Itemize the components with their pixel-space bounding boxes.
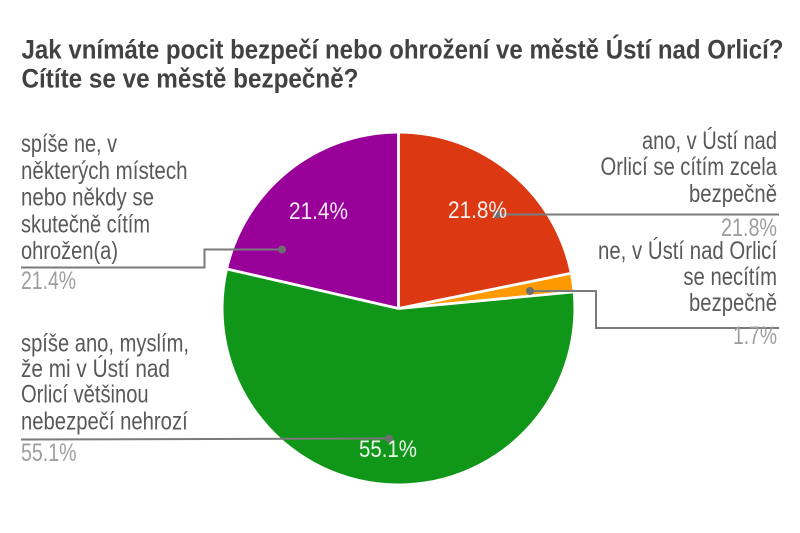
svg-text:skutečně cítím: skutečně cítím (21, 211, 150, 239)
svg-text:21.4%: 21.4% (289, 198, 348, 225)
svg-text:55.1%: 55.1% (359, 436, 417, 463)
svg-text:Orlicí se cítím zcela: Orlicí se cítím zcela (601, 153, 778, 181)
svg-text:Orlicí většinou: Orlicí většinou (21, 381, 149, 409)
svg-text:Cítíte se ve městě bezpečně?: Cítíte se ve městě bezpečně? (22, 64, 359, 94)
svg-text:nebo někdy se: nebo někdy se (21, 184, 154, 212)
svg-text:nebezpečí nehrozí: nebezpečí nehrozí (21, 408, 188, 436)
svg-text:21.8%: 21.8% (448, 197, 507, 224)
svg-text:se necítím: se necítím (683, 263, 777, 291)
svg-text:21.8%: 21.8% (721, 214, 777, 242)
svg-text:21.4%: 21.4% (21, 267, 76, 295)
svg-text:bezpečně: bezpečně (689, 180, 777, 208)
svg-text:spíše ne, v: spíše ne, v (21, 130, 117, 158)
svg-text:ne, v Ústí nad Orlicí: ne, v Ústí nad Orlicí (598, 236, 777, 265)
svg-text:spíše ano, myslím,: spíše ano, myslím, (21, 330, 189, 358)
svg-text:některých místech: některých místech (21, 157, 188, 185)
svg-text:1.7%: 1.7% (733, 322, 777, 350)
svg-text:ohrožen(a): ohrožen(a) (21, 237, 118, 265)
svg-text:55.1%: 55.1% (21, 439, 77, 467)
svg-text:bezpečně: bezpečně (689, 289, 777, 317)
svg-text:Jak vnímáte pocit bezpečí nebo: Jak vnímáte pocit bezpečí nebo ohrožení … (22, 34, 784, 65)
svg-text:že mi v Ústí nad: že mi v Ústí nad (21, 354, 170, 383)
svg-text:ano, v Ústí nad: ano, v Ústí nad (642, 126, 777, 155)
